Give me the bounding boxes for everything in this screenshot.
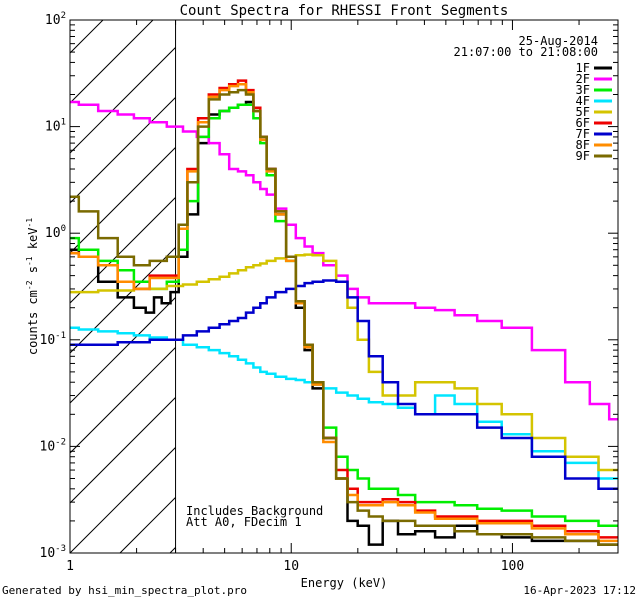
- legend-label-1F: 1F: [576, 61, 590, 75]
- hatch-line: [70, 20, 154, 104]
- legend-label-4F: 4F: [576, 94, 590, 108]
- legend-label-7F: 7F: [576, 127, 590, 141]
- legend-label-3F: 3F: [576, 83, 590, 97]
- hatch-line: [70, 20, 104, 54]
- annotation-background: Includes Background: [186, 504, 323, 518]
- y-tick-label: 10-1: [40, 331, 67, 348]
- y-tick-label: 101: [45, 118, 66, 135]
- legend-label-8F: 8F: [576, 138, 590, 152]
- series-9F: [70, 88, 618, 546]
- plot-time-range: 21:07:00 to 21:08:00: [454, 45, 599, 59]
- x-tick-label: 100: [501, 559, 524, 574]
- x-tick-labels: 1 10 100: [66, 559, 524, 574]
- legend-label-9F: 9F: [576, 149, 590, 163]
- footer-timestamp: 16-Apr-2023 17:12: [523, 584, 636, 597]
- series-8F: [70, 82, 618, 543]
- hatch-line: [70, 446, 176, 553]
- legend-label-5F: 5F: [576, 105, 590, 119]
- legend-label-2F: 2F: [576, 72, 590, 86]
- y-tick-label: 10-2: [40, 437, 67, 454]
- x-axis-label: Energy (keV): [301, 576, 388, 590]
- hatch-line: [70, 346, 176, 454]
- x-tick-label: 10: [283, 559, 299, 574]
- footer-generated-by: Generated by hsi_min_spectra_plot.pro: [2, 584, 247, 597]
- hatch-line: [70, 396, 176, 504]
- plot-date: 25-Aug-2014: [519, 34, 598, 48]
- y-axis-label: counts cm-2 s-1 keV-1: [25, 218, 40, 355]
- chart-title: Count Spectra for RHESSI Front Segments: [180, 3, 509, 19]
- series-2F: [70, 100, 618, 421]
- legend-label-6F: 6F: [576, 116, 590, 130]
- y-axis-label-text: counts cm-2 s-1 keV-1: [25, 218, 40, 355]
- axis-ticks: [69, 19, 619, 554]
- y-tick-labels: 10-3 10-2 10-1 100 101 102: [40, 11, 67, 561]
- series-group: [70, 79, 618, 546]
- y-tick-label: 102: [45, 11, 66, 28]
- hatch-line: [70, 196, 176, 304]
- y-tick-label: 100: [45, 224, 66, 241]
- plot-frame: [69, 19, 619, 554]
- annotation-attenuator: Att A0, FDecim 1: [186, 515, 302, 529]
- x-tick-label: 1: [66, 559, 74, 574]
- y-tick-label: 10-3: [40, 544, 67, 561]
